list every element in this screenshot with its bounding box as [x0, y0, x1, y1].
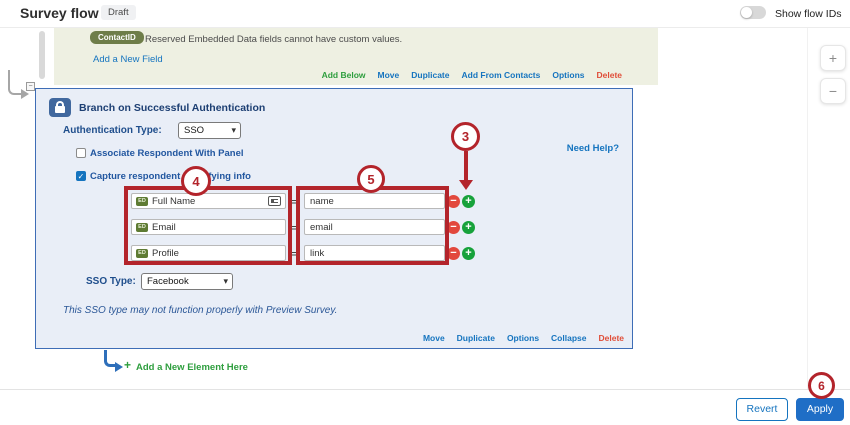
embedded-data-badge-icon: ED — [136, 248, 148, 258]
equals-sign: = — [291, 223, 297, 233]
contactid-badge: ContactID — [90, 31, 144, 44]
field-name: Email — [152, 221, 176, 233]
need-help-link[interactable]: Need Help? — [566, 143, 619, 154]
add-element-link[interactable]: Add a New Element Here — [136, 362, 248, 373]
auth-type-select[interactable]: SSO ▾ — [178, 122, 241, 139]
add-row-button[interactable]: + — [462, 221, 475, 234]
capture-info-checkbox[interactable]: ✓ — [76, 171, 86, 181]
lock-shackle-icon — [56, 101, 64, 108]
panel-action-options[interactable]: Options — [506, 333, 540, 343]
action-duplicate[interactable]: Duplicate — [411, 70, 450, 80]
zoom-out-button[interactable]: − — [820, 78, 846, 104]
annotation-circle-5: 5 — [357, 165, 385, 193]
toggle-knob-icon — [741, 7, 752, 18]
panel-action-duplicate[interactable]: Duplicate — [456, 333, 495, 343]
associate-respondent-label: Associate Respondent With Panel — [90, 148, 244, 159]
sso-type-value: Facebook — [147, 276, 189, 287]
annotation-circle-3: 3 — [451, 122, 480, 151]
add-new-field-link[interactable]: Add a New Field — [93, 54, 163, 65]
add-row-button[interactable]: + — [462, 195, 475, 208]
field-selector[interactable]: ED Full Name — [131, 193, 286, 209]
remove-row-button[interactable]: − — [447, 195, 460, 208]
branch-panel-actions: Move Duplicate Options Collapse Delete — [423, 333, 624, 343]
contact-card-icon[interactable] — [268, 196, 281, 206]
sso-type-label: SSO Type: — [86, 276, 136, 287]
action-add-below[interactable]: Add Below — [321, 70, 366, 80]
sso-warning-note: This SSO type may not function properly … — [63, 305, 338, 316]
action-move[interactable]: Move — [377, 70, 400, 80]
add-element-connector — [104, 350, 115, 367]
chevron-down-icon: ▾ — [231, 125, 236, 135]
embedded-data-badge-icon: ED — [136, 196, 148, 206]
sso-type-select[interactable]: Facebook ▾ — [141, 273, 233, 290]
field-selector[interactable]: ED Email — [131, 219, 286, 235]
annotation-arrow-head — [459, 180, 473, 190]
panel-action-move[interactable]: Move — [422, 333, 445, 343]
annotation-circle-6: 6 — [808, 372, 835, 399]
branch-authentication-panel: Branch on Successful Authentication Need… — [35, 88, 633, 349]
field-selector[interactable]: ED Profile — [131, 245, 286, 261]
branch-panel-title: Branch on Successful Authentication — [79, 102, 266, 114]
annotation-arrow-line — [464, 151, 468, 182]
flow-connector-elbow — [8, 70, 21, 95]
reserved-fields-message: Reserved Embedded Data fields cannot hav… — [145, 34, 403, 45]
value-input[interactable] — [304, 245, 445, 261]
apply-button[interactable]: Apply — [796, 398, 844, 421]
collapse-branch-toggle[interactable]: − — [26, 82, 35, 91]
annotation-rect-values — [296, 186, 449, 265]
embedded-data-badge-icon: ED — [136, 222, 148, 232]
field-name: Profile — [152, 247, 179, 259]
show-flow-ids-label: Show flow IDs — [775, 8, 842, 20]
value-input[interactable] — [304, 219, 445, 235]
flow-connector-arrow-icon — [21, 89, 29, 99]
field-name: Full Name — [152, 195, 196, 207]
annotation-circle-4: 4 — [181, 166, 211, 196]
action-options[interactable]: Options — [552, 70, 585, 80]
page-title: Survey flow — [20, 5, 99, 21]
embedded-data-actions: Add Below Move Duplicate Add From Contac… — [322, 70, 622, 80]
remove-row-button[interactable]: − — [447, 247, 460, 260]
footer-divider — [0, 389, 850, 390]
panel-action-delete[interactable]: Delete — [598, 333, 624, 343]
auth-type-value: SSO — [184, 125, 205, 136]
annotation-rect-fields — [124, 186, 292, 265]
header-bar — [0, 0, 850, 28]
right-rail-divider — [807, 28, 808, 389]
add-element-plus-icon[interactable]: + — [124, 358, 132, 372]
remove-row-button[interactable]: − — [447, 221, 460, 234]
zoom-in-button[interactable]: + — [820, 45, 846, 71]
draft-badge: Draft — [101, 5, 136, 20]
value-input[interactable] — [304, 193, 445, 209]
lock-icon — [49, 98, 71, 117]
auth-type-label: Authentication Type: — [63, 125, 162, 136]
add-row-button[interactable]: + — [462, 247, 475, 260]
add-element-arrow-icon — [115, 362, 123, 372]
capture-info-label: Capture respondent identifying info — [90, 171, 251, 182]
revert-button[interactable]: Revert — [736, 398, 788, 421]
equals-sign: = — [291, 197, 297, 207]
scrollbar-thumb[interactable] — [39, 31, 45, 79]
action-add-from-contacts[interactable]: Add From Contacts — [461, 70, 541, 80]
lock-body-icon — [55, 106, 65, 113]
associate-respondent-checkbox[interactable] — [76, 148, 86, 158]
panel-action-collapse[interactable]: Collapse — [551, 333, 587, 343]
show-flow-ids-toggle[interactable] — [740, 6, 766, 19]
embedded-data-panel: ContactID Reserved Embedded Data fields … — [54, 28, 658, 85]
equals-sign: = — [291, 249, 297, 259]
action-delete[interactable]: Delete — [596, 70, 622, 80]
chevron-down-icon: ▾ — [223, 276, 228, 286]
